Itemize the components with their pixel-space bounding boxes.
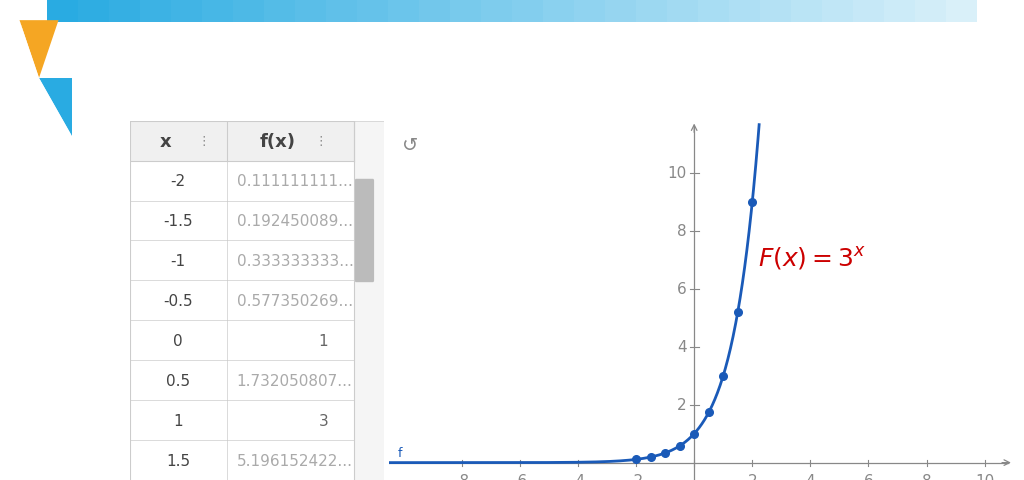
FancyBboxPatch shape	[130, 121, 353, 161]
Bar	[171, 0, 202, 23]
Bar	[822, 0, 853, 23]
Text: 0.333333333...: 0.333333333...	[237, 253, 353, 268]
FancyBboxPatch shape	[130, 360, 353, 400]
Text: -6: -6	[512, 473, 527, 480]
Polygon shape	[19, 21, 58, 79]
Bar	[729, 0, 760, 23]
Bar	[853, 0, 885, 23]
Text: 10: 10	[668, 166, 687, 181]
Text: 0.5: 0.5	[166, 373, 190, 388]
FancyBboxPatch shape	[130, 161, 353, 201]
Text: 1: 1	[173, 413, 183, 428]
Text: 0.577350269...: 0.577350269...	[237, 293, 353, 308]
Text: 0: 0	[173, 333, 183, 348]
Text: 1: 1	[318, 333, 328, 348]
Bar	[326, 0, 356, 23]
Text: -1.5: -1.5	[164, 214, 194, 228]
Text: 0.111111111...: 0.111111111...	[237, 174, 352, 189]
Bar	[605, 0, 636, 23]
Bar	[139, 0, 171, 23]
Polygon shape	[39, 79, 72, 136]
FancyBboxPatch shape	[130, 440, 353, 480]
Text: ⋮: ⋮	[198, 135, 210, 148]
Text: x: x	[160, 132, 171, 150]
Text: -8: -8	[455, 473, 469, 480]
Text: 0.192450089...: 0.192450089...	[237, 214, 352, 228]
Text: f: f	[398, 446, 402, 459]
Text: 2: 2	[677, 397, 687, 412]
Bar	[760, 0, 792, 23]
Bar	[419, 0, 450, 23]
FancyBboxPatch shape	[353, 121, 384, 480]
Bar	[636, 0, 668, 23]
Text: 8: 8	[922, 473, 932, 480]
Text: STORY OF MATHEMATICS: STORY OF MATHEMATICS	[15, 212, 76, 217]
Bar	[668, 0, 698, 23]
Bar	[885, 0, 915, 23]
Text: 1.732050807...: 1.732050807...	[237, 373, 352, 388]
Text: 1.5: 1.5	[166, 453, 190, 468]
Text: 3: 3	[318, 413, 328, 428]
FancyBboxPatch shape	[130, 241, 353, 281]
Bar	[356, 0, 388, 23]
Text: 6: 6	[863, 473, 873, 480]
FancyBboxPatch shape	[130, 400, 353, 440]
Text: -4: -4	[570, 473, 586, 480]
Text: 6: 6	[677, 282, 687, 297]
Bar	[450, 0, 481, 23]
FancyBboxPatch shape	[130, 321, 353, 360]
Text: SOM: SOM	[26, 159, 66, 174]
Bar	[264, 0, 295, 23]
Bar	[792, 0, 822, 23]
Text: f(x): f(x)	[259, 132, 295, 150]
Polygon shape	[19, 21, 72, 136]
Bar	[295, 0, 326, 23]
Text: -0.5: -0.5	[164, 293, 194, 308]
Bar	[946, 0, 978, 23]
Text: 5.196152422...: 5.196152422...	[237, 453, 352, 468]
Text: ↺: ↺	[401, 136, 418, 155]
Bar	[915, 0, 946, 23]
FancyBboxPatch shape	[354, 180, 374, 283]
Text: 4: 4	[806, 473, 815, 480]
Text: -1: -1	[171, 253, 186, 268]
Text: ⋮: ⋮	[314, 135, 327, 148]
Text: 10: 10	[975, 473, 994, 480]
Bar	[232, 0, 264, 23]
Text: 8: 8	[677, 224, 687, 239]
Text: 2: 2	[748, 473, 757, 480]
Text: -2: -2	[629, 473, 644, 480]
Bar	[109, 0, 139, 23]
Text: $\mathit{F}(\mathit{x}) = 3^{\mathit{x}}$: $\mathit{F}(\mathit{x}) = 3^{\mathit{x}}…	[758, 245, 866, 272]
Bar	[78, 0, 109, 23]
Bar	[698, 0, 729, 23]
Bar	[512, 0, 543, 23]
FancyBboxPatch shape	[130, 281, 353, 321]
Bar	[481, 0, 512, 23]
Bar	[574, 0, 605, 23]
Text: 4: 4	[677, 339, 687, 354]
Bar	[388, 0, 419, 23]
Bar	[202, 0, 232, 23]
Text: -2: -2	[171, 174, 186, 189]
Bar	[543, 0, 574, 23]
Bar	[46, 0, 78, 23]
FancyBboxPatch shape	[130, 201, 353, 241]
